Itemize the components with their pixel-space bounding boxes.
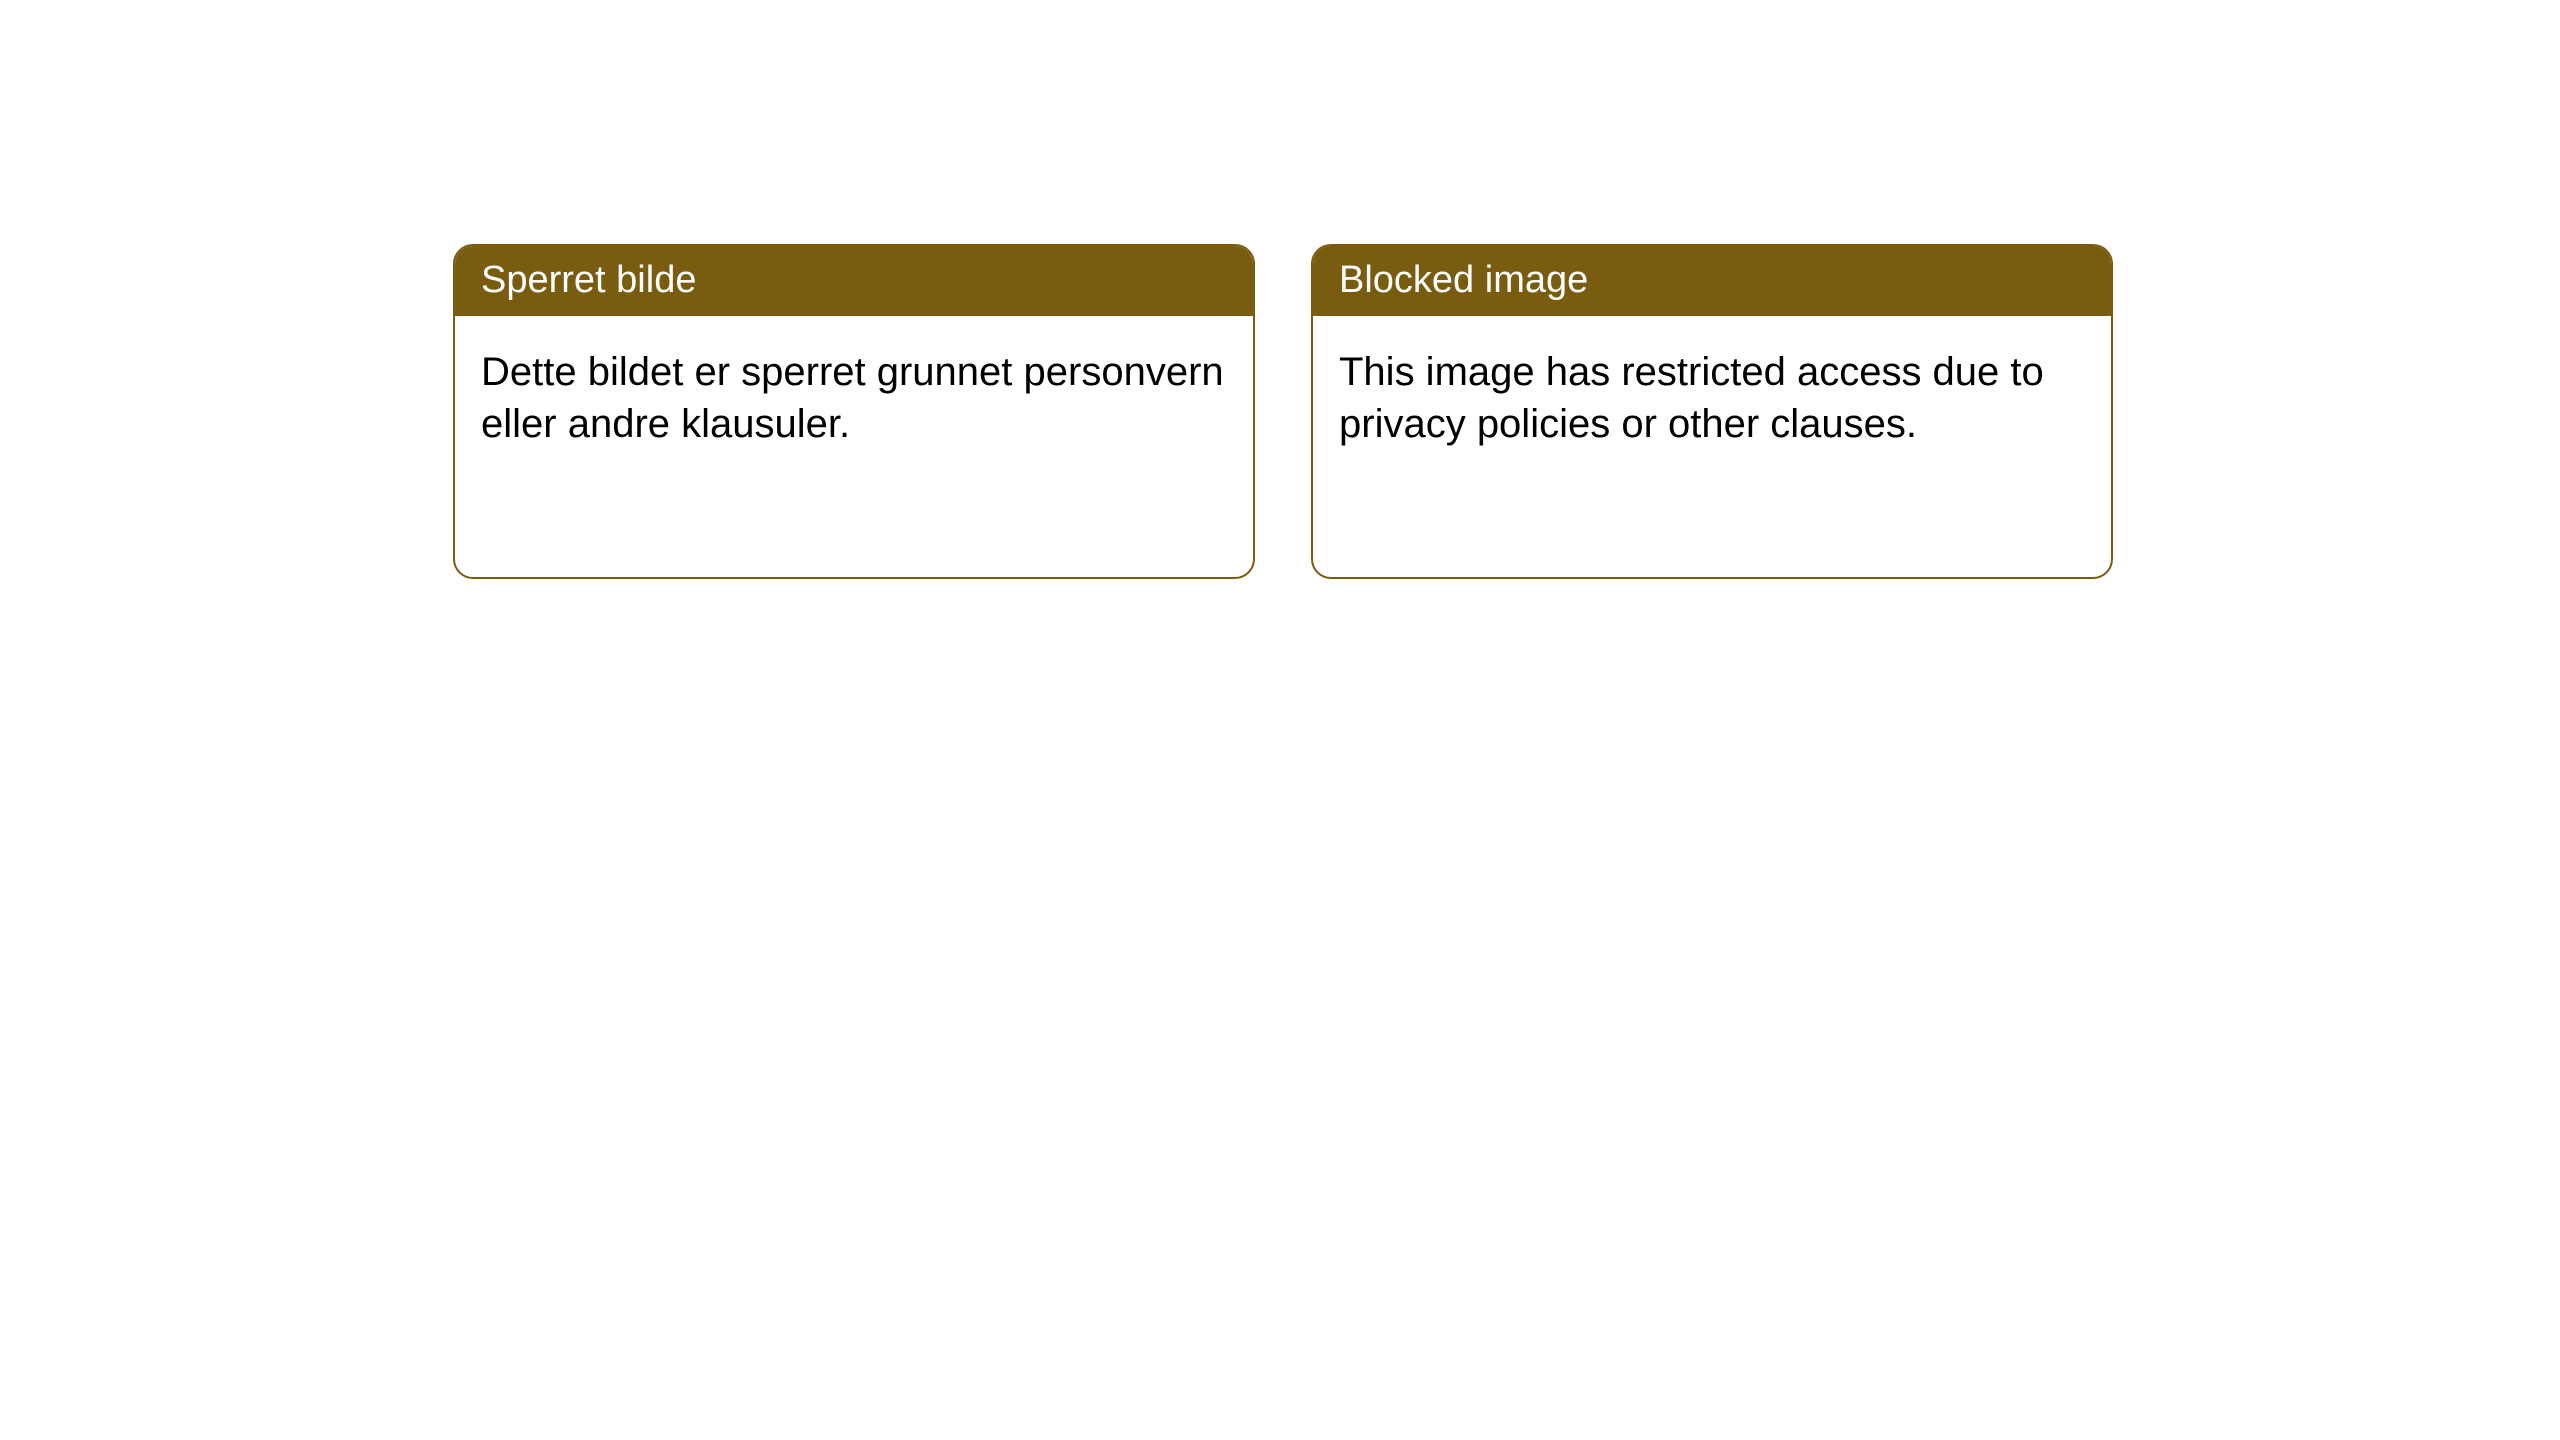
notice-text-norwegian: Dette bildet er sperret grunnet personve… [481, 350, 1224, 446]
notice-body-norwegian: Dette bildet er sperret grunnet personve… [455, 316, 1253, 480]
notice-box-norwegian: Sperret bilde Dette bildet er sperret gr… [453, 244, 1255, 579]
notice-container: Sperret bilde Dette bildet er sperret gr… [453, 244, 2113, 579]
notice-box-english: Blocked image This image has restricted … [1311, 244, 2113, 579]
notice-text-english: This image has restricted access due to … [1339, 350, 2044, 446]
notice-title-english: Blocked image [1339, 259, 1588, 301]
notice-title-norwegian: Sperret bilde [481, 259, 696, 301]
notice-header-english: Blocked image [1313, 246, 2111, 316]
notice-body-english: This image has restricted access due to … [1313, 316, 2111, 480]
notice-header-norwegian: Sperret bilde [455, 246, 1253, 316]
